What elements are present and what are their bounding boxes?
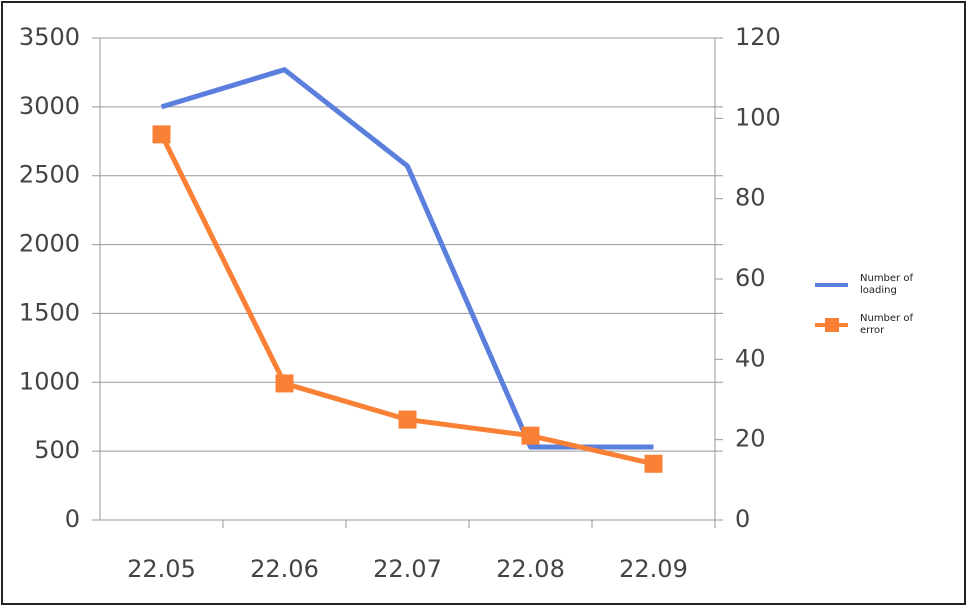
marker bbox=[521, 426, 540, 445]
legend-marker bbox=[825, 318, 839, 332]
y-tick-label: 3500 bbox=[19, 23, 80, 51]
y2-tick-label: 20 bbox=[735, 425, 766, 453]
y2-tick-label: 100 bbox=[735, 103, 781, 131]
y-tick-label: 0 bbox=[65, 505, 80, 533]
x-tick-label: 22.09 bbox=[619, 555, 688, 583]
marker bbox=[644, 454, 663, 473]
x-tick-label: 22.06 bbox=[250, 555, 319, 583]
y-tick-label: 1000 bbox=[19, 367, 80, 395]
legend-label: Number of error bbox=[860, 313, 913, 336]
y2-tick-label: 40 bbox=[735, 344, 766, 372]
y2-tick-label: 0 bbox=[735, 505, 750, 533]
x-tick-label: 22.08 bbox=[496, 555, 565, 583]
y-tick-label: 2000 bbox=[19, 230, 80, 258]
x-tick-label: 22.05 bbox=[127, 555, 196, 583]
legend-label: Number of loading bbox=[860, 273, 913, 296]
marker bbox=[398, 410, 417, 429]
y2-tick-label: 60 bbox=[735, 264, 766, 292]
y-tick-label: 1500 bbox=[19, 298, 80, 326]
x-tick-label: 22.07 bbox=[373, 555, 442, 583]
y2-tick-label: 80 bbox=[735, 184, 766, 212]
y-tick-label: 500 bbox=[34, 436, 80, 464]
marker bbox=[152, 125, 171, 144]
y2-tick-label: 120 bbox=[735, 23, 781, 51]
y-tick-label: 2500 bbox=[19, 161, 80, 189]
marker bbox=[275, 374, 294, 393]
y-tick-label: 3000 bbox=[19, 92, 80, 120]
